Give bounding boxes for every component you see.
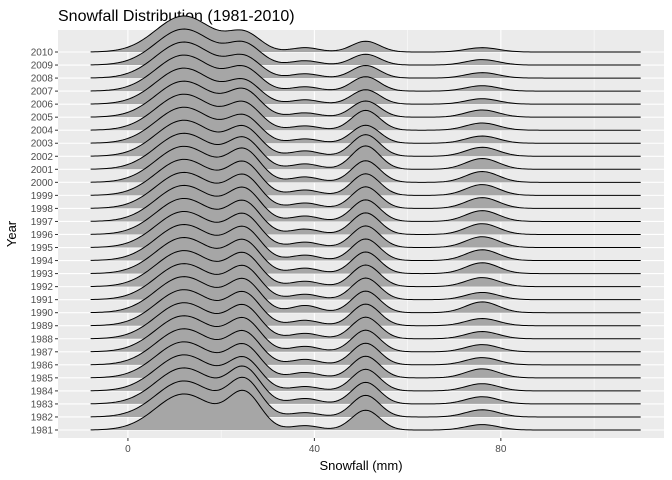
x-axis: 0 40 80 xyxy=(125,438,507,455)
y-tick-label: 1995 xyxy=(31,243,54,254)
ridges xyxy=(90,15,641,431)
y-tick-label: 2003 xyxy=(31,139,54,150)
ridge-fill xyxy=(90,390,641,430)
y-axis: 1981 1982 1983 1984 1985 1986 1987 1988 1989 1990… xyxy=(31,48,58,437)
y-tick-label: 2010 xyxy=(31,48,54,59)
ridge-line xyxy=(90,54,641,92)
y-tick-label: 2002 xyxy=(31,152,54,163)
y-tick-label: 2006 xyxy=(31,100,54,111)
ridge-line xyxy=(90,197,641,235)
ridge-line xyxy=(90,354,641,392)
y-tick-label: 2004 xyxy=(31,126,54,137)
y-tick-label: 1992 xyxy=(31,282,54,293)
ridge-line xyxy=(90,341,641,379)
ridge-line xyxy=(90,210,641,249)
ridge-line xyxy=(90,276,641,314)
ridge-line xyxy=(90,28,641,66)
ridge-line xyxy=(90,171,641,209)
y-tick-label: 2001 xyxy=(31,165,54,176)
ridge-line xyxy=(90,250,641,288)
ridge-line xyxy=(90,365,641,405)
chart-title: Snowfall Distribution (1981-2010) xyxy=(58,8,295,25)
ridge-line xyxy=(90,67,641,105)
ridge-1981 xyxy=(90,389,641,431)
ridge-line xyxy=(90,15,641,53)
ridge-line xyxy=(90,119,641,157)
y-tick-label: 1994 xyxy=(31,256,54,267)
y-tick-label: 1997 xyxy=(31,217,54,228)
y-tick-label: 2007 xyxy=(31,87,54,98)
y-tick-label: 1983 xyxy=(31,399,54,410)
y-tick-label: 2009 xyxy=(31,61,54,72)
y-tick-label: 1981 xyxy=(31,426,54,437)
y-tick-label: 1991 xyxy=(31,295,54,306)
ridge-line xyxy=(90,80,641,118)
y-tick-label: 1984 xyxy=(31,386,54,397)
ridge-line xyxy=(90,263,641,301)
ridge-line xyxy=(90,158,641,196)
y-tick-label: 1986 xyxy=(31,360,54,371)
y-tick-label: 1999 xyxy=(31,191,54,202)
ridge-line xyxy=(90,224,641,262)
ridge-line xyxy=(90,106,641,144)
y-tick-label: 1990 xyxy=(31,308,54,319)
x-tick-label: 80 xyxy=(495,444,507,455)
ridge-line xyxy=(90,145,641,183)
ridge-line xyxy=(90,302,641,340)
y-tick-label: 1993 xyxy=(31,269,54,280)
y-tick-label: 1989 xyxy=(31,321,54,332)
x-tick-label: 0 xyxy=(125,444,131,455)
y-tick-label: 1998 xyxy=(31,204,54,215)
y-tick-label: 1982 xyxy=(31,412,54,423)
ridge-line xyxy=(90,376,641,418)
y-tick-label: 1985 xyxy=(31,373,54,384)
ridge-line xyxy=(90,289,641,327)
ridge-line xyxy=(90,315,641,353)
ridge-line xyxy=(90,389,641,431)
y-tick-label: 1987 xyxy=(31,347,54,358)
ridge-line xyxy=(90,132,641,170)
x-tick-label: 40 xyxy=(309,444,321,455)
ridge-line xyxy=(90,41,641,79)
y-axis-title: Year xyxy=(4,220,19,247)
x-axis-title: Snowfall (mm) xyxy=(319,458,402,473)
ridge-line xyxy=(90,93,641,131)
ridge-line xyxy=(90,237,641,275)
y-tick-label: 2005 xyxy=(31,113,54,124)
ridge-line xyxy=(90,328,641,366)
y-tick-label: 2000 xyxy=(31,178,54,189)
y-tick-label: 1988 xyxy=(31,334,54,345)
y-tick-label: 2008 xyxy=(31,74,54,85)
ridge-line xyxy=(90,184,641,222)
y-tick-label: 1996 xyxy=(31,230,54,241)
